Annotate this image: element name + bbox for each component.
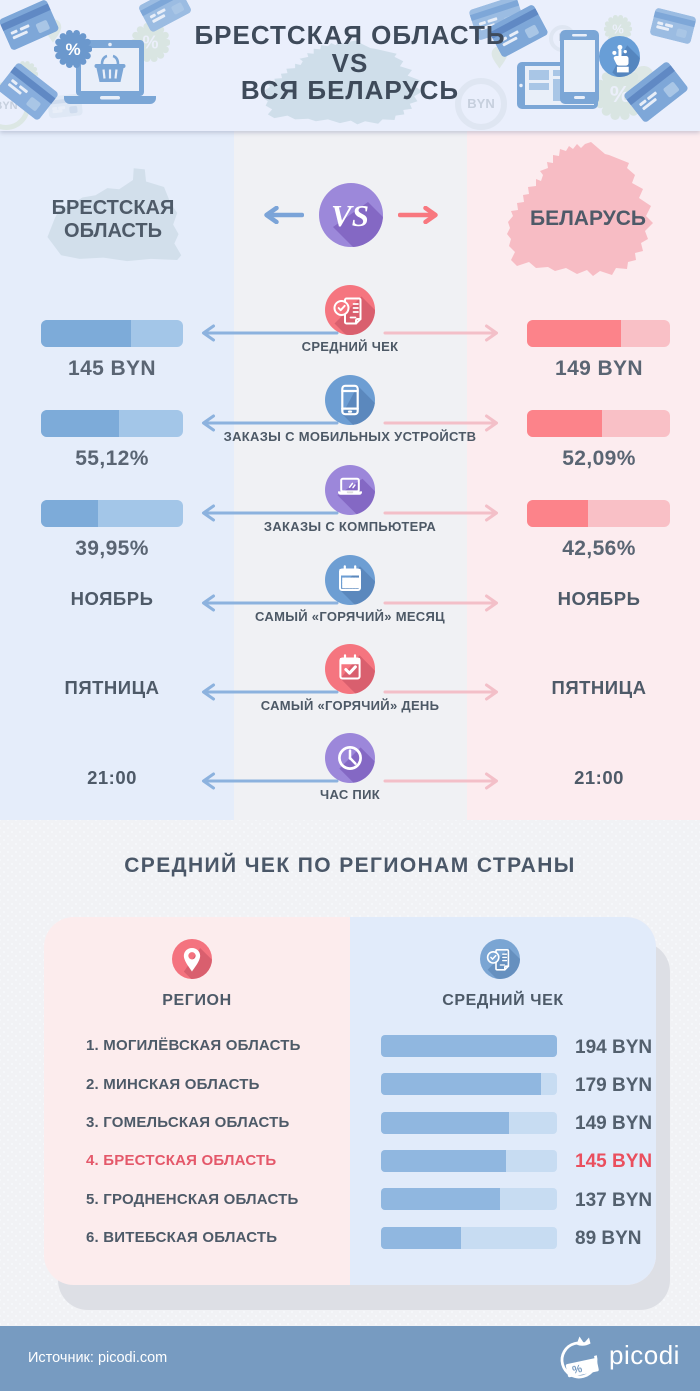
svg-text:VS: VS [331, 198, 369, 233]
svg-text:%: % [571, 1363, 583, 1377]
svg-text:%: % [610, 81, 630, 107]
svg-text:%: % [612, 21, 624, 36]
svg-text:%: % [65, 40, 80, 59]
svg-text:%: % [142, 33, 158, 53]
